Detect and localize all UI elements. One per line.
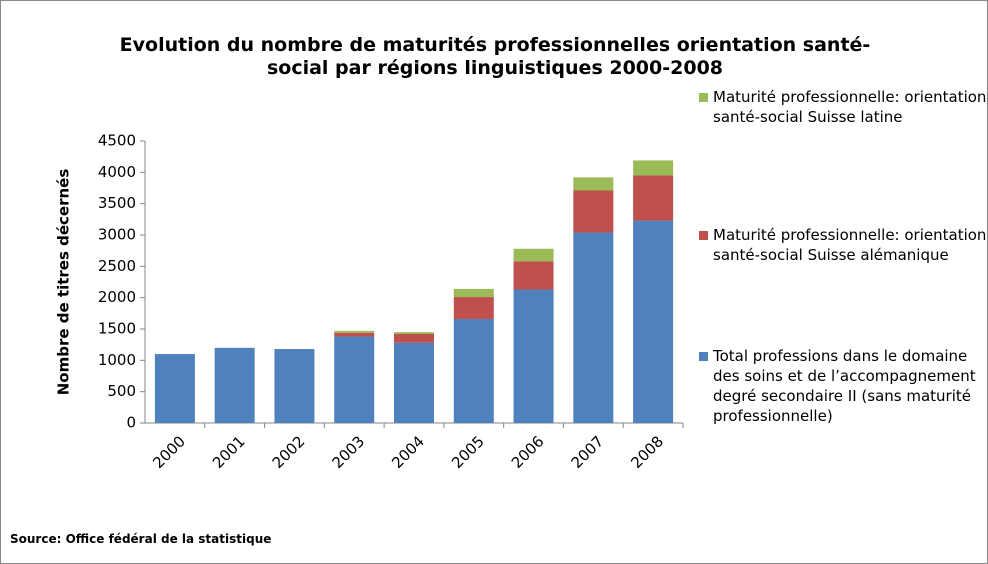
x-tick-label: 2001	[209, 432, 249, 472]
legend-swatch	[699, 231, 708, 240]
legend-entry: Total professions dans le domaine des so…	[699, 346, 988, 426]
y-tick-label: 2000	[98, 288, 136, 306]
bar-segment	[394, 334, 434, 343]
bar-segment	[334, 330, 375, 333]
bar-segment	[274, 349, 315, 423]
bar-segment	[513, 248, 554, 262]
x-tick-label: 2006	[508, 432, 548, 472]
x-tick-label: 2002	[269, 432, 309, 472]
legend-label: Total professions dans le domaine des so…	[713, 347, 976, 425]
legend-swatch	[699, 352, 708, 361]
y-tick-label: 1500	[98, 320, 136, 338]
bar-segment	[633, 175, 674, 221]
bar-segment	[394, 332, 434, 335]
bar-segment	[453, 297, 494, 319]
bar-segment	[513, 261, 554, 290]
bar-segment	[334, 336, 375, 423]
x-tick-label: 2008	[627, 432, 667, 472]
x-tick-label: 2003	[329, 432, 369, 472]
source-note: Source: Office fédéral de la statistique	[10, 532, 272, 546]
bar-segment	[633, 160, 674, 176]
y-tick-label: 4500	[98, 132, 136, 150]
bar-segment	[633, 220, 674, 423]
legend-label: Maturité professionnelle: orientation sa…	[713, 88, 987, 126]
x-tick-label: 2004	[388, 432, 428, 472]
bar-segment	[334, 332, 375, 337]
y-tick-label: 0	[126, 414, 136, 432]
legend-label: Maturité professionnelle: orientation sa…	[713, 226, 987, 264]
bar-segment	[573, 190, 614, 233]
x-tick-label: 2005	[448, 432, 488, 472]
y-tick-label: 500	[107, 382, 136, 400]
y-tick-label: 1000	[98, 351, 136, 369]
y-axis-label: Nombre de titres décernés	[55, 169, 73, 396]
x-tick-label: 2000	[149, 432, 189, 472]
bar-segment	[154, 354, 195, 423]
bar-segment	[513, 289, 554, 423]
y-tick-label: 4000	[98, 163, 136, 181]
legend-swatch	[699, 93, 708, 102]
bar-segment	[394, 342, 434, 423]
bar-segment	[573, 232, 614, 423]
bar-segment	[453, 288, 494, 298]
legend-entry: Maturité professionnelle: orientation sa…	[699, 225, 988, 265]
legend-entry: Maturité professionnelle: orientation sa…	[699, 87, 988, 127]
bar-segment	[214, 347, 255, 423]
x-tick-label: 2007	[568, 432, 608, 472]
chart-title: Evolution du nombre de maturités profess…	[119, 34, 871, 79]
y-tick-label: 3500	[98, 194, 136, 212]
bar-segment	[453, 318, 494, 423]
y-tick-label: 2500	[98, 257, 136, 275]
y-tick-label: 3000	[98, 226, 136, 244]
bar-segment	[573, 177, 614, 191]
